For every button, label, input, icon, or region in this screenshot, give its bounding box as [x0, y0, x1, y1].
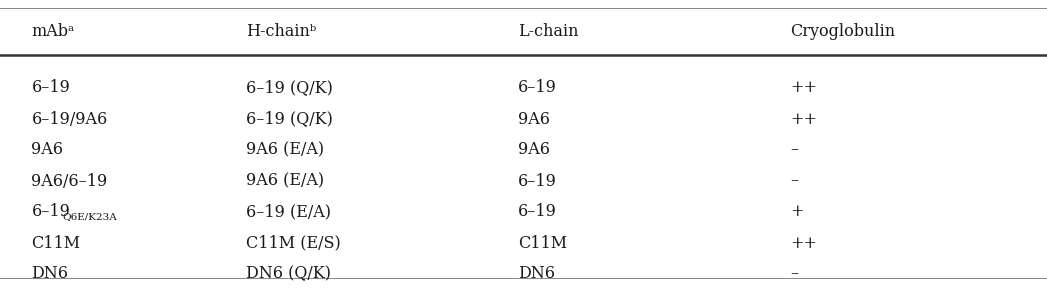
Text: C11M: C11M — [31, 235, 81, 251]
Text: 6–19: 6–19 — [518, 204, 557, 220]
Text: 9A6 (E/A): 9A6 (E/A) — [246, 142, 325, 159]
Text: Q6E/K23A: Q6E/K23A — [63, 213, 117, 222]
Text: 9A6 (E/A): 9A6 (E/A) — [246, 173, 325, 189]
Text: L-chain: L-chain — [518, 23, 579, 41]
Text: 9A6/6–19: 9A6/6–19 — [31, 173, 108, 189]
Text: 6–19: 6–19 — [518, 173, 557, 189]
Text: 6–19: 6–19 — [31, 204, 70, 220]
Text: ++: ++ — [790, 110, 818, 128]
Text: –: – — [790, 142, 799, 159]
Text: –: – — [790, 266, 799, 282]
Text: –: – — [790, 173, 799, 189]
Text: 6–19 (E/A): 6–19 (E/A) — [246, 204, 331, 220]
Text: mAbᵃ: mAbᵃ — [31, 23, 74, 41]
Text: 9A6: 9A6 — [31, 142, 64, 159]
Text: 6–19 (Q/K): 6–19 (Q/K) — [246, 110, 333, 128]
Text: ++: ++ — [790, 235, 818, 251]
Text: 6–19 (Q/K): 6–19 (Q/K) — [246, 79, 333, 97]
Text: C11M: C11M — [518, 235, 567, 251]
Text: DN6: DN6 — [518, 266, 555, 282]
Text: +: + — [790, 204, 804, 220]
Text: ++: ++ — [790, 79, 818, 97]
Text: Cryoglobulin: Cryoglobulin — [790, 23, 895, 41]
Text: 9A6: 9A6 — [518, 142, 551, 159]
Text: DN6 (Q/K): DN6 (Q/K) — [246, 266, 331, 282]
Text: 9A6: 9A6 — [518, 110, 551, 128]
Text: 6–19/9A6: 6–19/9A6 — [31, 110, 108, 128]
Text: 6–19: 6–19 — [518, 79, 557, 97]
Text: 6–19: 6–19 — [31, 79, 70, 97]
Text: DN6: DN6 — [31, 266, 68, 282]
Text: H-chainᵇ: H-chainᵇ — [246, 23, 316, 41]
Text: C11M (E/S): C11M (E/S) — [246, 235, 340, 251]
